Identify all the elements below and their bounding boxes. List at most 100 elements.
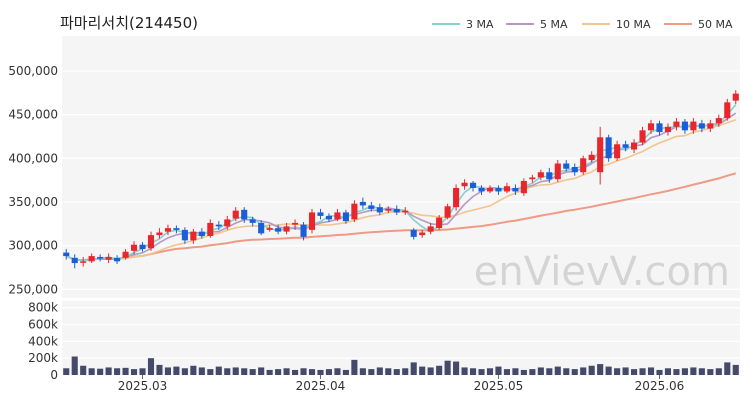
candle-body	[444, 206, 451, 218]
volume-bar	[707, 369, 714, 375]
candle	[537, 169, 544, 181]
candle	[325, 213, 333, 223]
volume-axis: 0 200k 400k 600k 800k	[28, 301, 58, 382]
volume-bar	[444, 360, 451, 375]
volume-bar	[495, 366, 502, 375]
volume-bar	[690, 367, 697, 375]
candle-body	[351, 203, 358, 220]
volume-bar	[376, 367, 383, 375]
candle	[122, 249, 129, 260]
volume-bar	[351, 359, 358, 375]
volume-bar	[249, 369, 256, 375]
candle-body	[503, 186, 510, 192]
candle	[571, 163, 578, 176]
candle	[368, 201, 375, 212]
price-tick-label: 500,000	[8, 64, 58, 78]
candle	[275, 224, 282, 235]
candle-body	[232, 210, 239, 219]
volume-bar	[580, 367, 587, 375]
volume-bar	[385, 368, 392, 375]
candle	[639, 126, 646, 146]
volume-bar	[410, 362, 417, 375]
volume-bar	[453, 361, 460, 375]
candle	[88, 253, 95, 264]
volume-tick-label: 800k	[28, 301, 58, 315]
candle	[715, 114, 722, 127]
volume-bar	[614, 368, 621, 375]
candle	[342, 209, 349, 224]
candle	[258, 220, 265, 236]
candle-body	[80, 261, 87, 263]
candle-body	[266, 228, 273, 230]
candle	[614, 140, 621, 161]
volume-gridlines	[62, 307, 740, 376]
candle	[588, 151, 595, 163]
volume-bar	[605, 366, 612, 375]
candle-body	[546, 172, 553, 180]
candle-body	[453, 187, 460, 208]
candle-body	[656, 123, 663, 133]
volume-bar	[105, 367, 112, 375]
candle-body	[224, 219, 231, 227]
volume-bar	[647, 367, 655, 375]
candle	[520, 178, 527, 196]
candle	[707, 119, 714, 133]
candle	[419, 229, 426, 238]
candle-body	[292, 222, 299, 225]
candle	[241, 207, 248, 223]
candle-body	[258, 222, 265, 234]
candle	[631, 139, 638, 154]
volume-bar	[571, 369, 578, 375]
volume-bar	[215, 366, 222, 375]
volume-bar	[359, 368, 366, 375]
volume-bar	[300, 368, 307, 375]
volume-bar	[698, 368, 705, 375]
volume-bar	[122, 367, 129, 375]
ma-line-10	[65, 119, 737, 261]
candle-body	[342, 212, 349, 222]
candle	[71, 254, 78, 269]
date-tick-label: 2025.05	[474, 379, 524, 393]
volume-bars	[63, 356, 739, 375]
candle-body	[88, 256, 95, 262]
watermark: enVievV.com	[474, 249, 730, 295]
candle	[732, 90, 739, 105]
volume-tick-label: 200k	[28, 351, 58, 365]
candle	[376, 203, 383, 216]
candle	[207, 219, 214, 238]
volume-bar	[512, 368, 519, 375]
volume-bar	[436, 365, 443, 375]
candle-body	[605, 137, 612, 159]
volume-bar	[537, 367, 544, 375]
volume-bar	[114, 368, 121, 375]
legend-item-5ma: 5 MA	[506, 18, 568, 31]
volume-bar	[427, 367, 434, 375]
legend-label: 50 MA	[698, 18, 733, 31]
volume-bar	[325, 369, 333, 375]
legend-item-10ma: 10 MA	[582, 18, 651, 31]
volume-bar	[673, 369, 680, 375]
volume-bar	[342, 369, 349, 375]
candle-body	[597, 137, 604, 173]
candle	[605, 134, 612, 162]
candle	[461, 179, 468, 190]
volume-bar	[258, 367, 265, 375]
price-gridlines	[62, 70, 740, 290]
volume-bar	[724, 362, 731, 375]
candle	[410, 228, 417, 240]
candle-body	[563, 163, 570, 169]
candle-body	[368, 205, 375, 209]
volume-bar	[181, 368, 188, 375]
candle-body	[283, 226, 290, 232]
volume-bar	[130, 369, 138, 375]
volume-bar	[563, 368, 570, 375]
candle	[97, 254, 104, 262]
candle-body	[385, 208, 392, 211]
candle-body	[308, 212, 316, 230]
legend-label: 3 MA	[466, 18, 494, 31]
volume-bar	[554, 366, 561, 375]
candle-body	[164, 228, 171, 232]
candle-body	[173, 228, 180, 230]
volume-bar	[275, 369, 282, 375]
volume-bar	[308, 369, 316, 375]
